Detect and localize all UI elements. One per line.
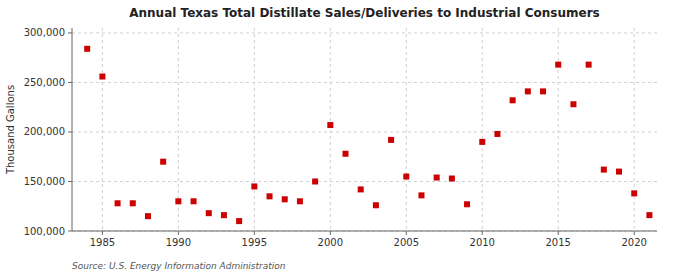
marks	[84, 46, 652, 224]
x-tick	[406, 231, 407, 235]
x-tick	[482, 231, 483, 235]
point	[130, 200, 136, 206]
x-tick-label: 1990	[166, 237, 191, 248]
point	[191, 198, 197, 204]
x-tick	[558, 231, 559, 235]
point	[282, 196, 288, 202]
x-tick-label: 2005	[394, 237, 419, 248]
point	[616, 169, 622, 175]
y-tick-label: 150,000	[24, 176, 65, 187]
point	[586, 62, 592, 68]
x-tick-label: 2020	[621, 237, 646, 248]
point	[175, 198, 181, 204]
point	[403, 174, 409, 180]
x-grid-line	[634, 28, 635, 231]
y-grid-line	[72, 131, 657, 132]
x-tick	[254, 231, 255, 235]
grid	[72, 28, 657, 231]
point	[525, 88, 531, 94]
point	[540, 88, 546, 94]
point	[358, 186, 364, 192]
x-tick-label: 2000	[318, 237, 343, 248]
y-axis-line	[72, 28, 73, 231]
x-tick-label: 1995	[242, 237, 267, 248]
axes: 1985 1990 1995 2000 2005 2010 2015 2020 100,000 1…	[24, 27, 657, 248]
y-tick-label: 100,000	[24, 226, 65, 237]
point	[267, 193, 273, 199]
y-axis-label: Thousand Gallons	[5, 85, 16, 175]
point	[388, 137, 394, 143]
title: Annual Texas Total Distillate Sales/Deli…	[129, 6, 599, 20]
x-grid-line	[330, 28, 331, 231]
x-tick	[634, 231, 635, 235]
x-tick-label: 2015	[546, 237, 571, 248]
x-axis-line	[72, 231, 657, 232]
point	[327, 122, 333, 128]
point	[510, 97, 516, 103]
x-tick-label: 1985	[90, 237, 115, 248]
point	[464, 201, 470, 207]
point	[570, 101, 576, 107]
point	[221, 212, 227, 218]
point	[312, 178, 318, 184]
chart: 1985 1990 1995 2000 2005 2010 2015 2020 100,000 1…	[0, 0, 675, 275]
x-grid-line	[102, 28, 103, 231]
y-tick	[68, 131, 72, 132]
point	[99, 74, 105, 80]
point	[434, 175, 440, 181]
point	[631, 190, 637, 196]
y-tick-label: 250,000	[24, 77, 65, 88]
point	[646, 212, 652, 218]
x-tick-label: 2010	[470, 237, 495, 248]
point	[297, 198, 303, 204]
y-tick	[68, 82, 72, 83]
x-tick	[178, 231, 179, 235]
point	[84, 46, 90, 52]
x-grid-line	[254, 28, 255, 231]
y-grid-line	[72, 181, 657, 182]
x-grid-line	[482, 28, 483, 231]
y-tick-label: 300,000	[24, 27, 65, 38]
point	[479, 139, 485, 145]
x-grid-line	[558, 28, 559, 231]
point	[418, 192, 424, 198]
point	[494, 131, 500, 137]
point	[373, 202, 379, 208]
point	[555, 62, 561, 68]
point	[236, 218, 242, 224]
x-tick	[102, 231, 103, 235]
point	[206, 210, 212, 216]
point	[115, 200, 121, 206]
y-grid-line	[72, 82, 657, 83]
y-tick	[68, 181, 72, 182]
x-tick	[330, 231, 331, 235]
y-grid-line	[72, 231, 657, 232]
source: Source: U.S. Energy Information Administ…	[72, 261, 286, 271]
point	[251, 183, 257, 189]
point	[601, 167, 607, 173]
point	[343, 151, 349, 157]
point	[160, 159, 166, 165]
y-tick	[68, 231, 72, 232]
x-grid-line	[406, 28, 407, 231]
y-tick-label: 200,000	[24, 126, 65, 137]
point	[449, 176, 455, 182]
point	[145, 213, 151, 219]
y-tick	[68, 32, 72, 33]
y-grid-line	[72, 32, 657, 33]
